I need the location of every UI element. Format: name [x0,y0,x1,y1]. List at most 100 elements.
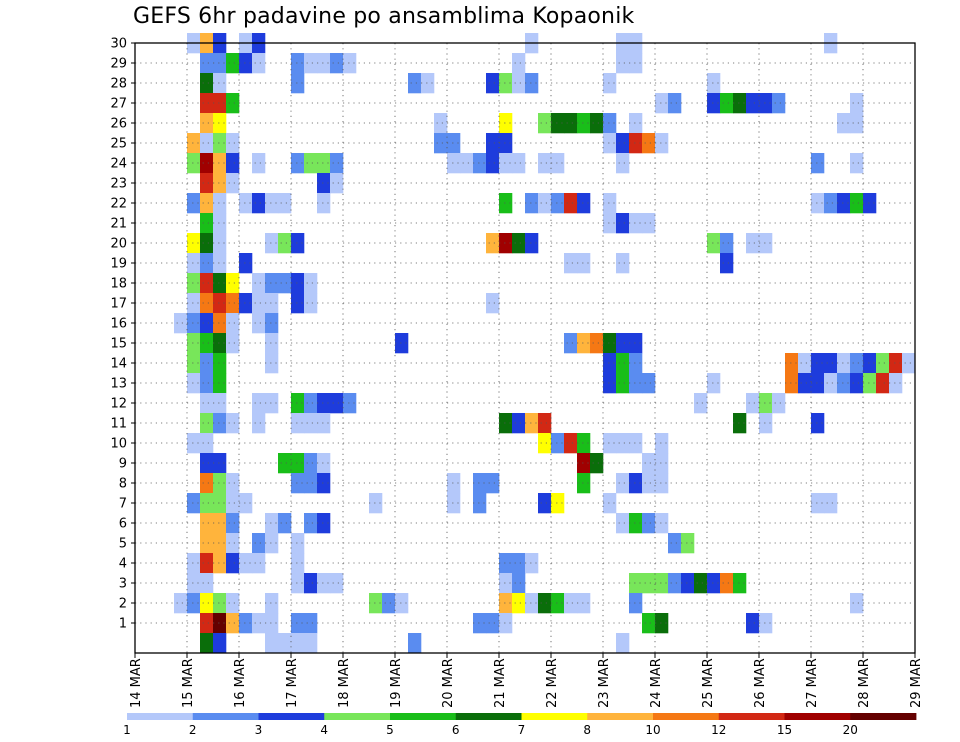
x-tick-label: 19 MAR [389,658,404,708]
y-tick-label: 28 [110,77,127,92]
heatmap-cell [590,453,604,474]
heatmap-cell [642,133,656,154]
heatmap-cell [291,633,305,654]
heatmap-cell [187,273,201,294]
heatmap-cell [499,233,513,254]
heatmap-cell [850,353,864,374]
heatmap-cell [239,553,253,574]
heatmap-cell [213,313,227,334]
heatmap-cell [538,493,552,514]
legend-swatch [587,713,654,720]
heatmap-cell [265,273,279,294]
heatmap-cell [538,593,552,614]
heatmap-cell [213,473,227,494]
legend-label: 12 [711,723,726,737]
legend-label: 5 [386,723,394,737]
heatmap-cell [616,353,630,374]
heatmap-cell [603,213,617,234]
heatmap-cell [824,353,838,374]
heatmap-cell [824,373,838,394]
heatmap-cell [850,93,864,114]
legend-label: 8 [583,723,591,737]
heatmap-cell [226,333,240,354]
x-tick-label: 17 MAR [285,658,300,708]
heatmap-cell [304,273,318,294]
heatmap-cell [200,53,214,74]
heatmap-cell [213,393,227,414]
heatmap-cell [499,153,513,174]
heatmap-cell [278,513,292,534]
heatmap-cell [629,593,643,614]
heatmap-cell [629,333,643,354]
x-tick-label: 18 MAR [337,658,352,708]
heatmap-cell [200,213,214,234]
heatmap-cell [629,213,643,234]
heatmap-cell [499,133,513,154]
y-tick-label: 5 [119,537,127,552]
x-tick-label: 16 MAR [233,658,248,708]
heatmap-cell [486,153,500,174]
heatmap-cell [850,113,864,134]
heatmap-cell [850,593,864,614]
heatmap-cell [187,573,201,594]
heatmap-cell [837,113,851,134]
heatmap-cell [447,473,461,494]
heatmap-cell [291,393,305,414]
heatmap-cell [213,113,227,134]
heatmap-cell [616,513,630,534]
heatmap-cell [512,593,526,614]
x-tick-label: 27 MAR [805,658,820,708]
heatmap-cell [538,193,552,214]
heatmap-cell [785,373,799,394]
heatmap-cell [304,293,318,314]
heatmap-cell [499,73,513,94]
heatmap-cell [850,153,864,174]
heatmap-cell [642,613,656,634]
heatmap-cell [564,433,578,454]
heatmap-cell [460,153,474,174]
heatmap-cell [317,193,331,214]
y-tick-label: 24 [110,157,127,172]
heatmap-cell [265,313,279,334]
heatmap-cell [811,193,825,214]
heatmap-cell [577,593,591,614]
heatmap-cell [616,53,630,74]
x-tick-label: 15 MAR [181,658,196,708]
heatmap-cell [564,253,578,274]
heatmap-cell [551,593,565,614]
heatmap-cell [291,233,305,254]
heatmap-cell [330,153,344,174]
heatmap-cell [447,133,461,154]
x-axis: 14 MAR 15 MAR 16 MAR 17 MAR 18 MAR 19 MAR 20 M… [129,653,924,708]
heatmap-cell [239,293,253,314]
heatmap-cell [291,613,305,634]
heatmap-cell [655,573,669,594]
legend-label: 1 [123,723,131,737]
heatmap-cell [577,113,591,134]
heatmap-cell [200,353,214,374]
heatmap-cell [226,593,240,614]
heatmap-cell [824,193,838,214]
heatmap-cell [850,373,864,394]
heatmap-cell [317,393,331,414]
heatmap-cell [629,473,643,494]
y-tick-label: 26 [110,117,127,132]
heatmap-cell [330,393,344,414]
legend-label: 20 [843,723,858,737]
y-tick-label: 4 [119,557,127,572]
heatmap-cell [590,113,604,134]
heatmap-cell [187,293,201,314]
heatmap-cell [499,193,513,214]
heatmap-cell [291,473,305,494]
heatmap-cell [213,93,227,114]
heatmap-cell [200,553,214,574]
heatmap-cell [590,333,604,354]
heatmap-cell [213,413,227,434]
heatmap-cell [603,193,617,214]
heatmap-cell [252,53,266,74]
heatmap-cell [655,93,669,114]
heatmap-cell [538,153,552,174]
heatmap-cell [616,433,630,454]
heatmap-cell [759,93,773,114]
